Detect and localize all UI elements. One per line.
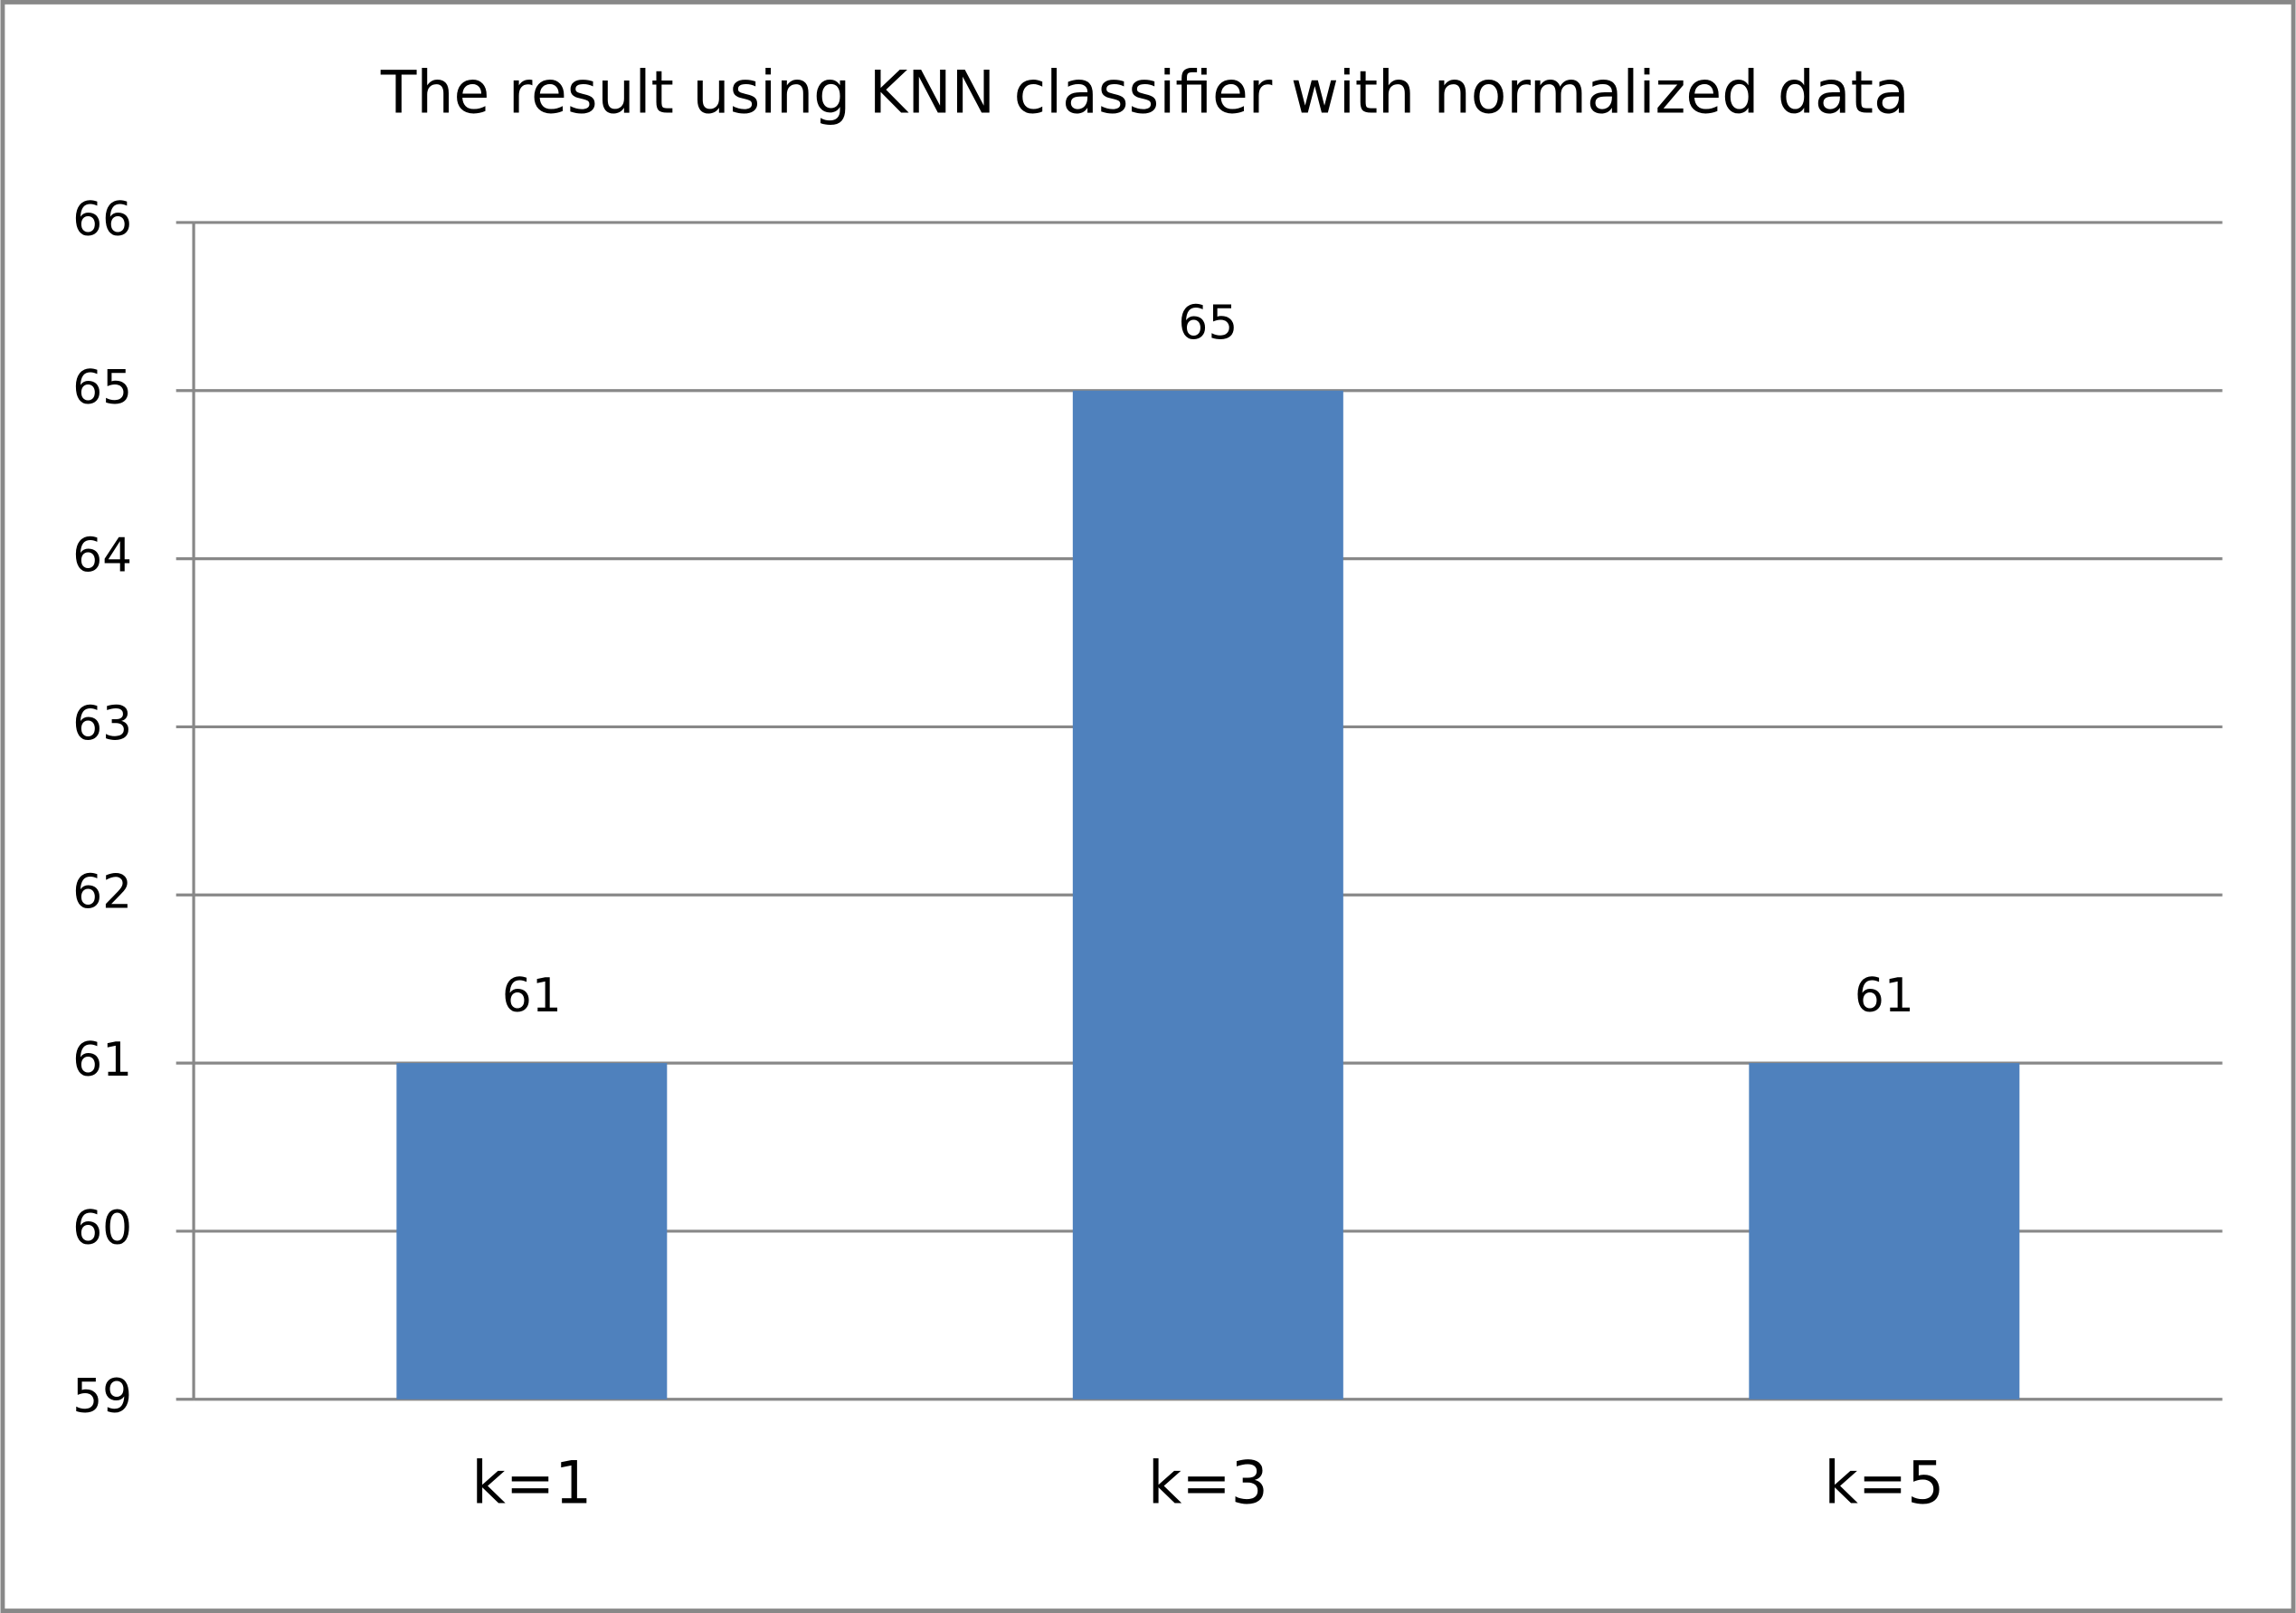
chart-title: The result using KNN classifier with nor…	[380, 59, 1910, 127]
bar	[1072, 390, 1343, 1400]
x-tick-label: k=3	[1148, 1449, 1268, 1517]
bar	[1749, 1063, 2020, 1400]
y-tick-label: 59	[72, 1370, 132, 1424]
y-tick-label: 64	[72, 529, 132, 584]
y-tick-label: 63	[72, 697, 132, 751]
data-label: 61	[502, 969, 562, 1023]
y-tick-label: 66	[72, 193, 132, 247]
x-tick-label: k=5	[1824, 1449, 1944, 1517]
y-tick-label: 60	[72, 1201, 132, 1256]
y-tick-label: 62	[72, 865, 132, 919]
y-tick-label: 61	[72, 1033, 132, 1087]
bar	[396, 1063, 668, 1400]
x-tick-label: k=1	[471, 1449, 592, 1517]
data-label: 61	[1855, 969, 1914, 1023]
y-tick-label: 65	[72, 361, 132, 415]
data-label: 65	[1178, 297, 1238, 351]
